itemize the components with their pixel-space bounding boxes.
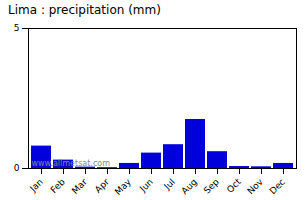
svg-text:0: 0 xyxy=(14,163,20,173)
html-text:Lima : precipitation (mm): Lima : precipitation (mm) xyxy=(8,3,161,17)
svg-text:Apr: Apr xyxy=(93,177,111,195)
svg-text:www.allmetsat.com: www.allmetsat.com xyxy=(32,159,111,168)
svg-text:May: May xyxy=(113,176,134,197)
svg-text:Jul: Jul xyxy=(161,177,176,192)
svg-text:Jan: Jan xyxy=(27,177,45,195)
svg-text:Mar: Mar xyxy=(70,176,89,195)
svg-text:Oct: Oct xyxy=(225,176,243,194)
svg-text:Feb: Feb xyxy=(49,177,68,196)
svg-text:Sep: Sep xyxy=(202,177,221,196)
svg-text:Dec: Dec xyxy=(268,177,287,196)
svg-text:Nov: Nov xyxy=(245,176,265,196)
svg-text:Aug: Aug xyxy=(179,177,199,197)
svg-text:5: 5 xyxy=(14,23,20,33)
svg-text:Jun: Jun xyxy=(137,177,155,195)
